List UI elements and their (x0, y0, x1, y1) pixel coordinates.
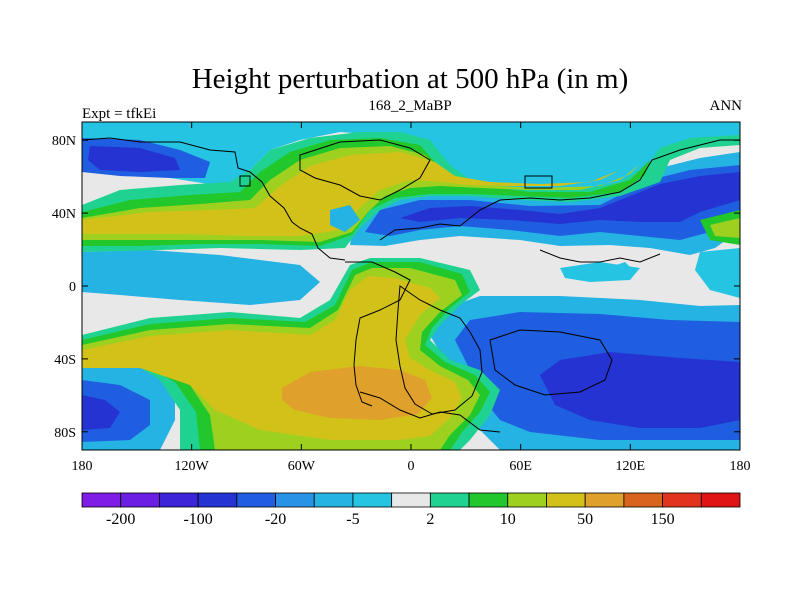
coastline-australia (489, 329, 613, 396)
colorbar-label: -100 (183, 511, 212, 528)
coastline-africa (395, 285, 483, 415)
colorbar-swatch (159, 492, 199, 508)
coastline-eurasia (379, 139, 740, 241)
colorbar-swatch (546, 492, 586, 508)
contour-map (82, 122, 740, 450)
map-title: Height perturbation at 500 hPa (in m) (192, 63, 629, 95)
colorbar-label: 150 (651, 511, 675, 528)
x-tick-label: 120E (616, 459, 646, 474)
coastlines (82, 137, 740, 433)
colorbar-swatch (507, 492, 547, 508)
colorbar-label: 50 (577, 511, 593, 528)
colorbar-swatch (197, 492, 238, 508)
coastline-island (524, 175, 553, 189)
contour-fill (608, 262, 635, 278)
experiment-label: Expt = tfkEi (82, 106, 156, 122)
coastline-north-america (82, 137, 346, 261)
x-tick-label: 0 (408, 459, 415, 474)
contour-fill (710, 218, 740, 238)
season-label: ANN (710, 98, 743, 114)
y-tick-label: 0 (69, 280, 76, 295)
coastline-asia-south (539, 249, 661, 263)
colorbar (81, 492, 741, 508)
colorbar-labels: -200 -100 -20 -5 2 10 50 150 (106, 511, 675, 528)
x-tick-label: 120W (175, 459, 210, 474)
colorbar-label: 10 (500, 511, 516, 528)
colorbar-swatch (313, 492, 354, 508)
colorbar-swatch (352, 492, 393, 508)
coastline-island (239, 175, 251, 187)
x-tick-label: 180 (730, 459, 751, 474)
contour-fill (330, 205, 360, 232)
x-tick-label: 180 (72, 459, 93, 474)
coastline-greenland (299, 139, 431, 201)
contour-fill (82, 395, 120, 430)
colorbar-swatch (700, 492, 741, 508)
contour-fill (695, 248, 740, 298)
y-tick-label: 80S (54, 426, 76, 441)
colorbar-swatch (584, 492, 625, 508)
colorbar-swatch (429, 492, 470, 508)
contour-fill (400, 172, 740, 224)
colorbar-swatch (468, 492, 509, 508)
coastline-south-america (345, 261, 411, 407)
x-tick-label: 60E (509, 459, 532, 474)
colorbar-label: -5 (346, 511, 359, 528)
y-axis: 80N 40N 0 40S 80S (52, 134, 740, 441)
y-tick-label: 80N (52, 134, 76, 149)
colorbar-label: -200 (106, 511, 135, 528)
colorbar-swatch (391, 492, 431, 508)
colorbar-swatch (662, 492, 702, 508)
colorbar-swatch (275, 492, 315, 508)
x-tick-label: 60W (288, 459, 316, 474)
contour-fill (82, 122, 740, 200)
colorbar-label: -20 (265, 511, 286, 528)
colorbar-label: 2 (426, 511, 434, 528)
contour-fill (82, 152, 620, 236)
contour-fill (540, 352, 740, 428)
colorbar-swatch (623, 492, 663, 508)
colorbar-swatch (81, 492, 122, 508)
y-tick-label: 40N (52, 207, 76, 222)
y-tick-label: 40S (54, 353, 76, 368)
colorbar-swatch (236, 492, 276, 508)
coastline-antarctic-peninsula (359, 391, 501, 433)
contour-fill (82, 250, 320, 305)
colorbar-swatch (120, 492, 160, 508)
x-axis: 180 120W 60W 0 60E 120E 180 (72, 122, 751, 474)
run-label: 168_2_MaBP (368, 98, 451, 114)
contour-fill (88, 146, 180, 172)
